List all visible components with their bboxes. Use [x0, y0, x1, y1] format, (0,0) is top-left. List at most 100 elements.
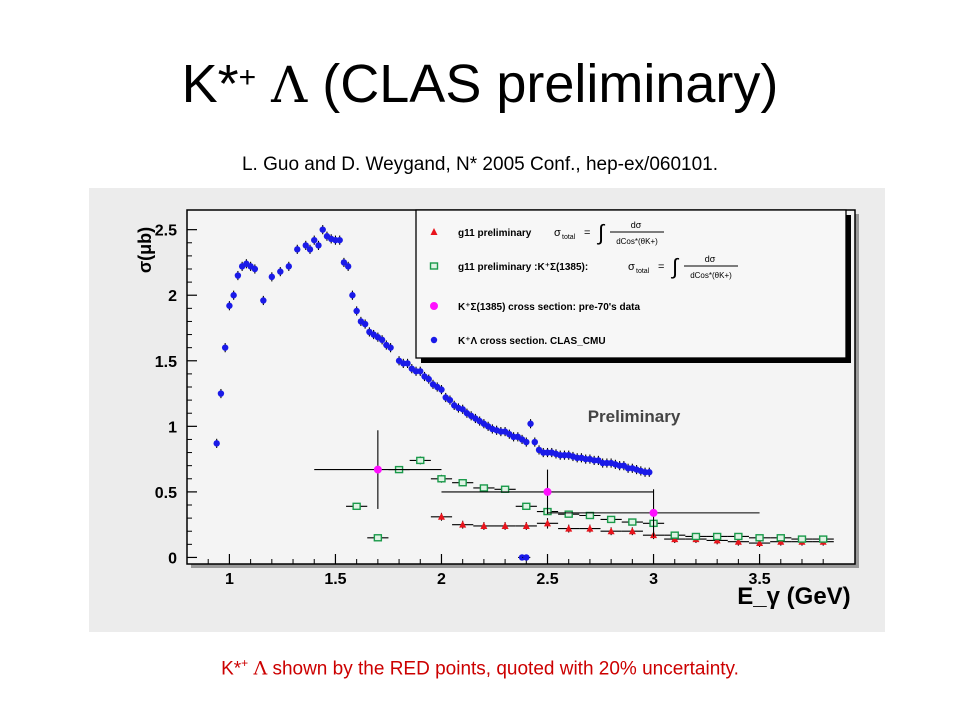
- red-point: [607, 527, 615, 535]
- blue-point: [268, 273, 276, 281]
- blue-point: [234, 272, 242, 279]
- x-tick-label: 1.5: [324, 571, 346, 588]
- caption-superscript: +: [241, 656, 249, 670]
- slide-title: K*+ Λ (CLAS preliminary): [0, 52, 960, 117]
- legend-marker-green: [429, 262, 439, 270]
- green-point: [564, 510, 573, 518]
- citation: L. Guo and D. Weygand, N* 2005 Conf., he…: [241, 154, 719, 175]
- legend-label-blue: K⁺Λ cross section. CLAS_CMU: [458, 336, 606, 347]
- title-lambda-symbol: Λ: [271, 56, 308, 114]
- blue-point: [294, 246, 301, 253]
- y-tick-label: 1.5: [155, 354, 177, 371]
- legend-marker-blue: [430, 336, 438, 344]
- y-tick-label: 2: [168, 288, 177, 305]
- blue-point: [319, 226, 326, 233]
- blue-point: [446, 396, 454, 404]
- red-point: [544, 519, 552, 527]
- y-tick-label: 2.5: [155, 223, 177, 240]
- legend-formula-denominator: dCos*(θK+): [616, 237, 658, 246]
- blue-point: [213, 440, 220, 447]
- legend-formula-denominator: dCos*(θK+): [690, 271, 732, 280]
- blue-point: [221, 344, 229, 351]
- legend-formula-numerator: dσ: [705, 254, 716, 264]
- legend-formula-equals: =: [584, 227, 590, 239]
- red-point: [565, 524, 573, 532]
- blue-point: [340, 259, 348, 266]
- green-point: [522, 502, 531, 511]
- red-point: [522, 521, 530, 529]
- blue-point: [523, 438, 530, 446]
- blue-point: [277, 268, 284, 275]
- blue-point: [387, 344, 394, 351]
- blue-point: [226, 302, 233, 309]
- caption-text: shown by the RED points, quoted with 20%…: [272, 658, 739, 680]
- blue-point: [306, 246, 314, 253]
- caption-prefix: K*: [221, 658, 242, 680]
- blue-point: [251, 265, 259, 273]
- red-point: [756, 539, 764, 547]
- legend-label-magenta: K⁺Σ(1385) cross section: pre-70's data: [458, 302, 640, 313]
- green-point: [755, 534, 764, 542]
- blue-point: [425, 375, 432, 383]
- green-point: [373, 534, 383, 542]
- caption-lambda-symbol: Λ: [253, 657, 268, 680]
- blue-point: [531, 438, 538, 446]
- y-tick-label: 0: [168, 550, 177, 567]
- blue-point: [523, 554, 530, 561]
- blue-point: [336, 236, 343, 244]
- blue-point: [349, 292, 356, 299]
- x-tick-label: 2.5: [536, 571, 558, 588]
- blue-point: [459, 406, 466, 413]
- green-point: [437, 475, 446, 483]
- red-point: [501, 521, 509, 529]
- legend-marker-red: [430, 228, 438, 235]
- green-point: [479, 484, 489, 492]
- red-point: [437, 512, 445, 520]
- x-tick-label: 3: [649, 571, 658, 588]
- preliminary-label: Preliminary: [588, 407, 681, 426]
- legend-marker-magenta: [430, 302, 438, 310]
- blue-point: [353, 307, 360, 315]
- legend-formula-numerator: dσ: [631, 220, 642, 230]
- blue-point: [315, 242, 322, 249]
- green-point: [352, 502, 361, 511]
- x-axis-label: E_γ (GeV): [737, 583, 850, 610]
- blue-point: [404, 360, 411, 367]
- caption: K*+ Λ shown by the RED points, quoted wi…: [0, 656, 960, 680]
- green-point: [712, 532, 722, 541]
- green-point: [458, 479, 467, 487]
- red-point: [480, 521, 488, 529]
- green-point: [628, 518, 637, 526]
- cross-section-chart: 1 1.5 2 2.5 3 3.5 0 0.5 1 1.5 2 2.5 E_γ (GeV) σ(μb) Pr…: [89, 188, 885, 632]
- blue-point: [361, 320, 369, 328]
- x-tick-label: 1: [225, 571, 234, 588]
- blue-point: [285, 263, 292, 270]
- green-point: [670, 531, 679, 539]
- title-suffix: (CLAS preliminary): [322, 54, 779, 114]
- plot-image: 1 1.5 2 2.5 3 3.5 0 0.5 1 1.5 2 2.5 E_γ (GeV) σ(μb) Pr…: [89, 188, 885, 632]
- blue-point: [230, 292, 237, 299]
- title-superscript: +: [238, 61, 257, 94]
- green-point: [776, 534, 785, 542]
- title-prefix: K*: [181, 54, 239, 114]
- x-tick-label: 3.5: [748, 571, 770, 588]
- legend-formula-integral: ∫: [670, 254, 680, 279]
- red-point: [734, 537, 742, 545]
- green-point: [691, 532, 701, 541]
- legend-formula-integral: ∫: [596, 220, 606, 245]
- legend-formula-sigma: σ: [554, 227, 561, 239]
- blue-point: [438, 386, 445, 393]
- legend-label-green: g11 preliminary :K⁺Σ(1385):: [458, 262, 588, 273]
- magenta-point: [543, 487, 552, 496]
- legend-formula-sigma: σ: [628, 261, 635, 273]
- green-point: [416, 456, 425, 465]
- red-point: [628, 527, 636, 535]
- blue-point: [378, 336, 386, 343]
- legend: [415, 209, 847, 359]
- legend-formula-total: total: [562, 234, 576, 241]
- red-point: [459, 520, 467, 528]
- blue-point: [260, 297, 267, 304]
- blue-point: [217, 390, 225, 397]
- blue-point: [302, 242, 309, 249]
- blue-point: [311, 236, 318, 244]
